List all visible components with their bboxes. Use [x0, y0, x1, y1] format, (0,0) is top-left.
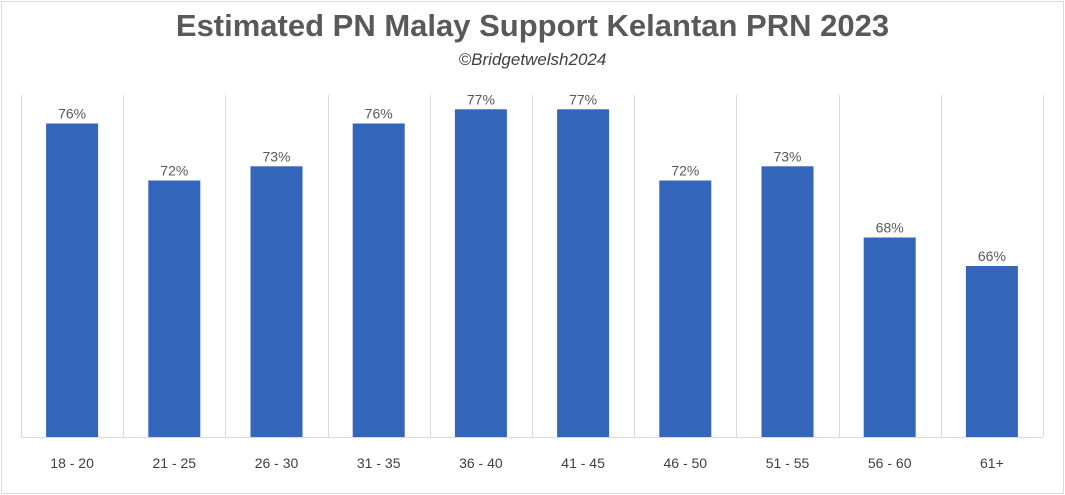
value-labels: 76% 72% 73% 76% 77% 77% 72% 73% 68% 66% [58, 91, 1006, 264]
data-label: 66% [978, 248, 1006, 264]
bar [352, 123, 405, 437]
data-label: 77% [569, 91, 597, 107]
bar [148, 180, 201, 437]
data-label: 73% [262, 148, 290, 164]
x-tick-label: 21 - 25 [153, 455, 197, 471]
data-label: 77% [467, 91, 495, 107]
bar [659, 180, 712, 437]
chart-subtitle: ©Bridgetwelsh2024 [458, 50, 607, 69]
bars [46, 109, 1018, 438]
data-label: 72% [160, 163, 188, 179]
bar [250, 166, 303, 438]
x-tick-label: 31 - 35 [357, 455, 401, 471]
x-tick-label: 61+ [980, 455, 1004, 471]
x-axis-labels: 18 - 20 21 - 25 26 - 30 31 - 35 36 - 40 41 - … [50, 455, 1003, 471]
bar [863, 237, 916, 437]
x-tick-label: 26 - 30 [255, 455, 299, 471]
x-tick-label: 51 - 55 [766, 455, 810, 471]
data-label: 68% [876, 220, 904, 236]
bar [965, 266, 1018, 437]
bar [454, 109, 507, 438]
x-tick-label: 18 - 20 [50, 455, 94, 471]
data-label: 76% [58, 106, 86, 122]
x-tick-label: 41 - 45 [561, 455, 605, 471]
bar [46, 123, 99, 437]
x-tick-label: 46 - 50 [664, 455, 708, 471]
data-label: 76% [365, 106, 393, 122]
data-label: 73% [773, 148, 801, 164]
x-tick-label: 36 - 40 [459, 455, 503, 471]
bar [761, 166, 814, 438]
gridlines [21, 95, 1044, 437]
x-tick-label: 56 - 60 [868, 455, 912, 471]
chart-title: Estimated PN Malay Support Kelantan PRN … [175, 8, 890, 43]
bar [557, 109, 610, 438]
data-label: 72% [671, 163, 699, 179]
